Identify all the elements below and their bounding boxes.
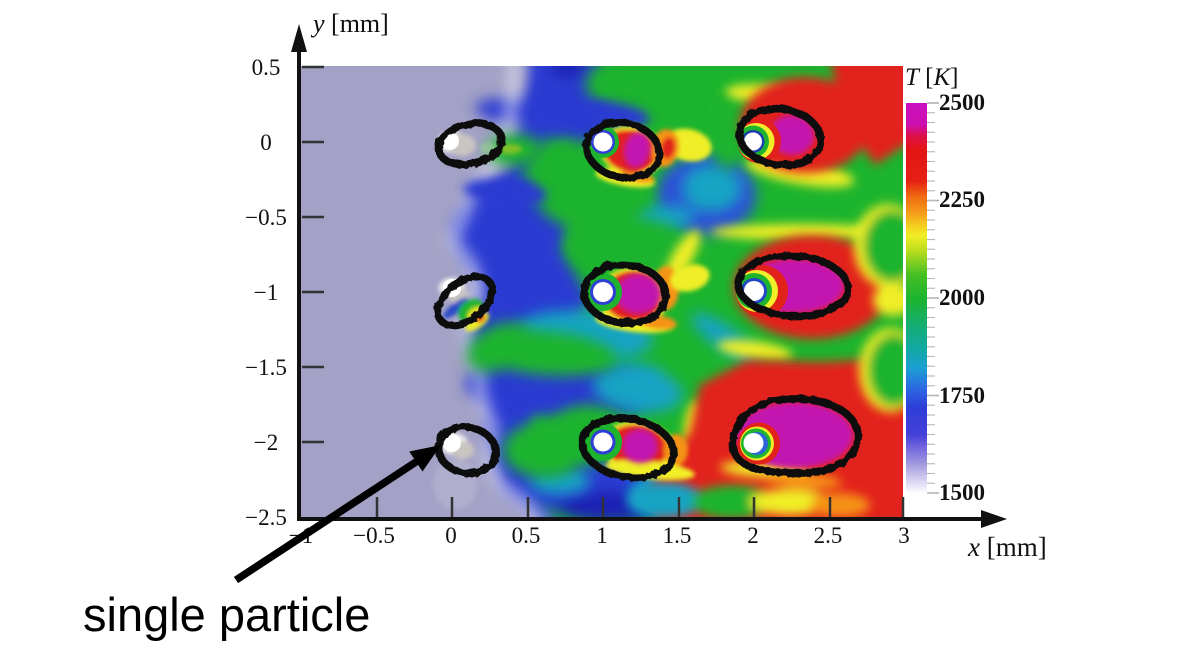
svg-text:−0.5: −0.5: [245, 205, 287, 230]
svg-text:1: 1: [596, 523, 608, 548]
svg-text:T [K]: T [K]: [905, 64, 959, 91]
svg-text:x [mm]: x [mm]: [967, 532, 1047, 562]
svg-text:2500: 2500: [939, 90, 985, 115]
svg-text:2: 2: [747, 523, 759, 548]
svg-text:−1: −1: [254, 280, 278, 305]
svg-text:2.5: 2.5: [814, 523, 843, 548]
svg-text:single particle: single particle: [83, 588, 370, 641]
svg-text:−2: −2: [254, 430, 278, 455]
svg-text:−0.5: −0.5: [353, 523, 395, 548]
svg-text:1.5: 1.5: [663, 523, 692, 548]
svg-text:0.5: 0.5: [252, 55, 281, 80]
svg-text:2000: 2000: [939, 285, 985, 310]
svg-text:−1.5: −1.5: [245, 355, 287, 380]
svg-text:3: 3: [898, 523, 910, 548]
svg-text:2250: 2250: [939, 187, 985, 212]
svg-text:0: 0: [260, 130, 272, 155]
svg-text:1500: 1500: [939, 480, 985, 505]
svg-text:0.5: 0.5: [512, 523, 541, 548]
svg-text:0: 0: [445, 523, 457, 548]
svg-text:−2.5: −2.5: [245, 505, 287, 530]
svg-text:y [mm]: y [mm]: [310, 9, 389, 38]
svg-text:1750: 1750: [939, 383, 985, 408]
